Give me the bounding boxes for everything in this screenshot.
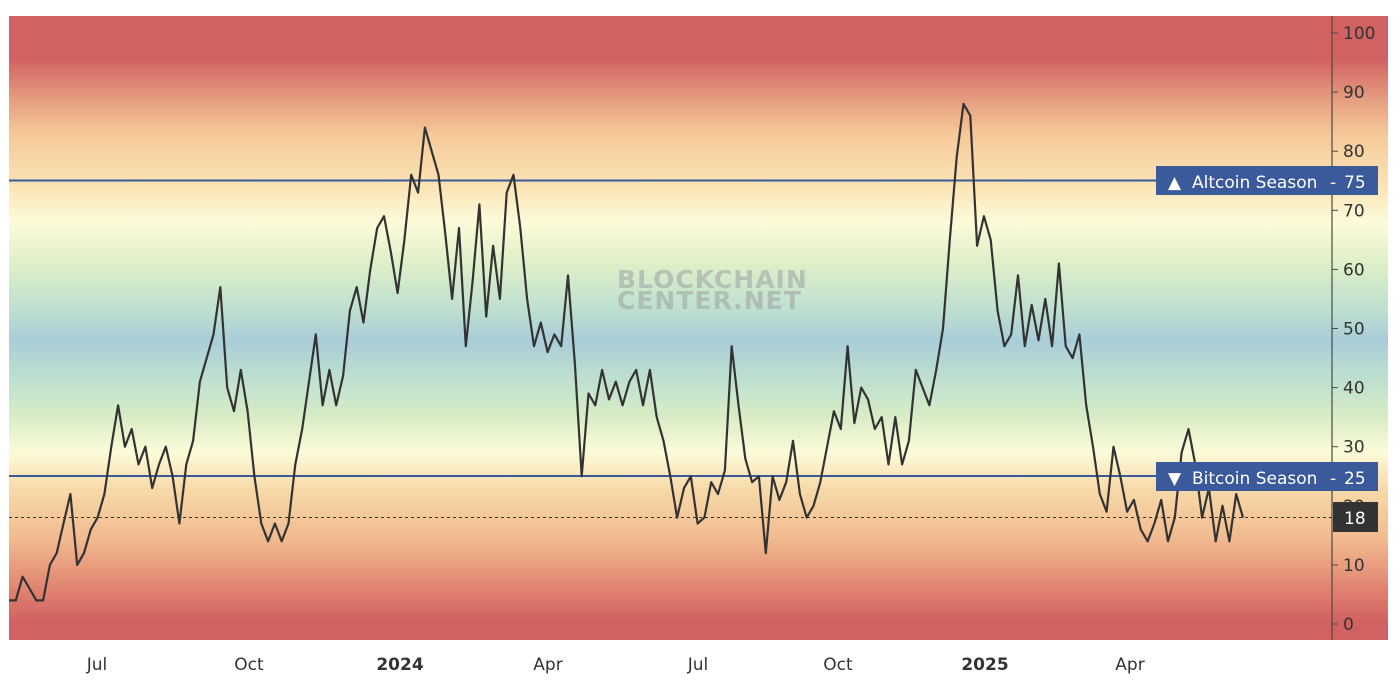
y-tick-label: 100	[1343, 24, 1375, 44]
x-tick-label: Oct	[823, 655, 853, 675]
bitcoin-season-value: 25	[1344, 469, 1366, 489]
watermark-logo: BLOCKCHAIN CENTER.NET	[617, 265, 808, 315]
y-tick-label: 60	[1343, 260, 1365, 280]
altcoin-index-line	[9, 102, 1245, 602]
y-tick-label: 0	[1343, 615, 1354, 635]
altcoin-season-badge: ▲ Altcoin Season - 75	[1156, 166, 1378, 195]
current-value: 18	[1344, 509, 1366, 529]
down-triangle-icon: ▼	[1168, 469, 1182, 489]
tick-dash: -	[1330, 469, 1336, 489]
tick-dash: -	[1330, 173, 1336, 193]
y-tick-label: 40	[1343, 379, 1365, 399]
x-tick-label: Apr	[533, 655, 562, 675]
y-tick-label: 80	[1343, 142, 1365, 162]
x-tick-label: Oct	[234, 655, 264, 675]
bitcoin-season-label: Bitcoin Season	[1192, 469, 1317, 489]
x-tick-label: Jul	[86, 655, 108, 675]
x-tick-label: 2024	[376, 655, 423, 675]
chart-background-gradient	[9, 16, 1388, 640]
bitcoin-season-badge: ▼ Bitcoin Season - 25	[1156, 462, 1378, 491]
altcoin-season-value: 75	[1344, 173, 1366, 193]
x-tick-label: Apr	[1115, 655, 1144, 675]
x-tick-label: 2025	[961, 655, 1008, 675]
current-value-badge: 18	[1333, 502, 1378, 532]
x-tick-label: Jul	[687, 655, 709, 675]
y-tick-label: 10	[1343, 556, 1365, 576]
y-tick-label: 70	[1343, 201, 1365, 221]
y-tick-label: 50	[1343, 320, 1365, 340]
altcoin-season-label: Altcoin Season	[1192, 173, 1317, 193]
svg-text:BLOCKCHAIN: BLOCKCHAIN	[617, 265, 808, 294]
svg-text:CENTER.NET: CENTER.NET	[617, 286, 802, 315]
y-tick-label: 30	[1343, 438, 1365, 458]
x-axis-labels: Jul Oct 2024 Apr Jul Oct 2025 Apr	[86, 655, 1145, 675]
y-tick-label: 90	[1343, 83, 1365, 103]
up-triangle-icon: ▲	[1168, 173, 1182, 193]
